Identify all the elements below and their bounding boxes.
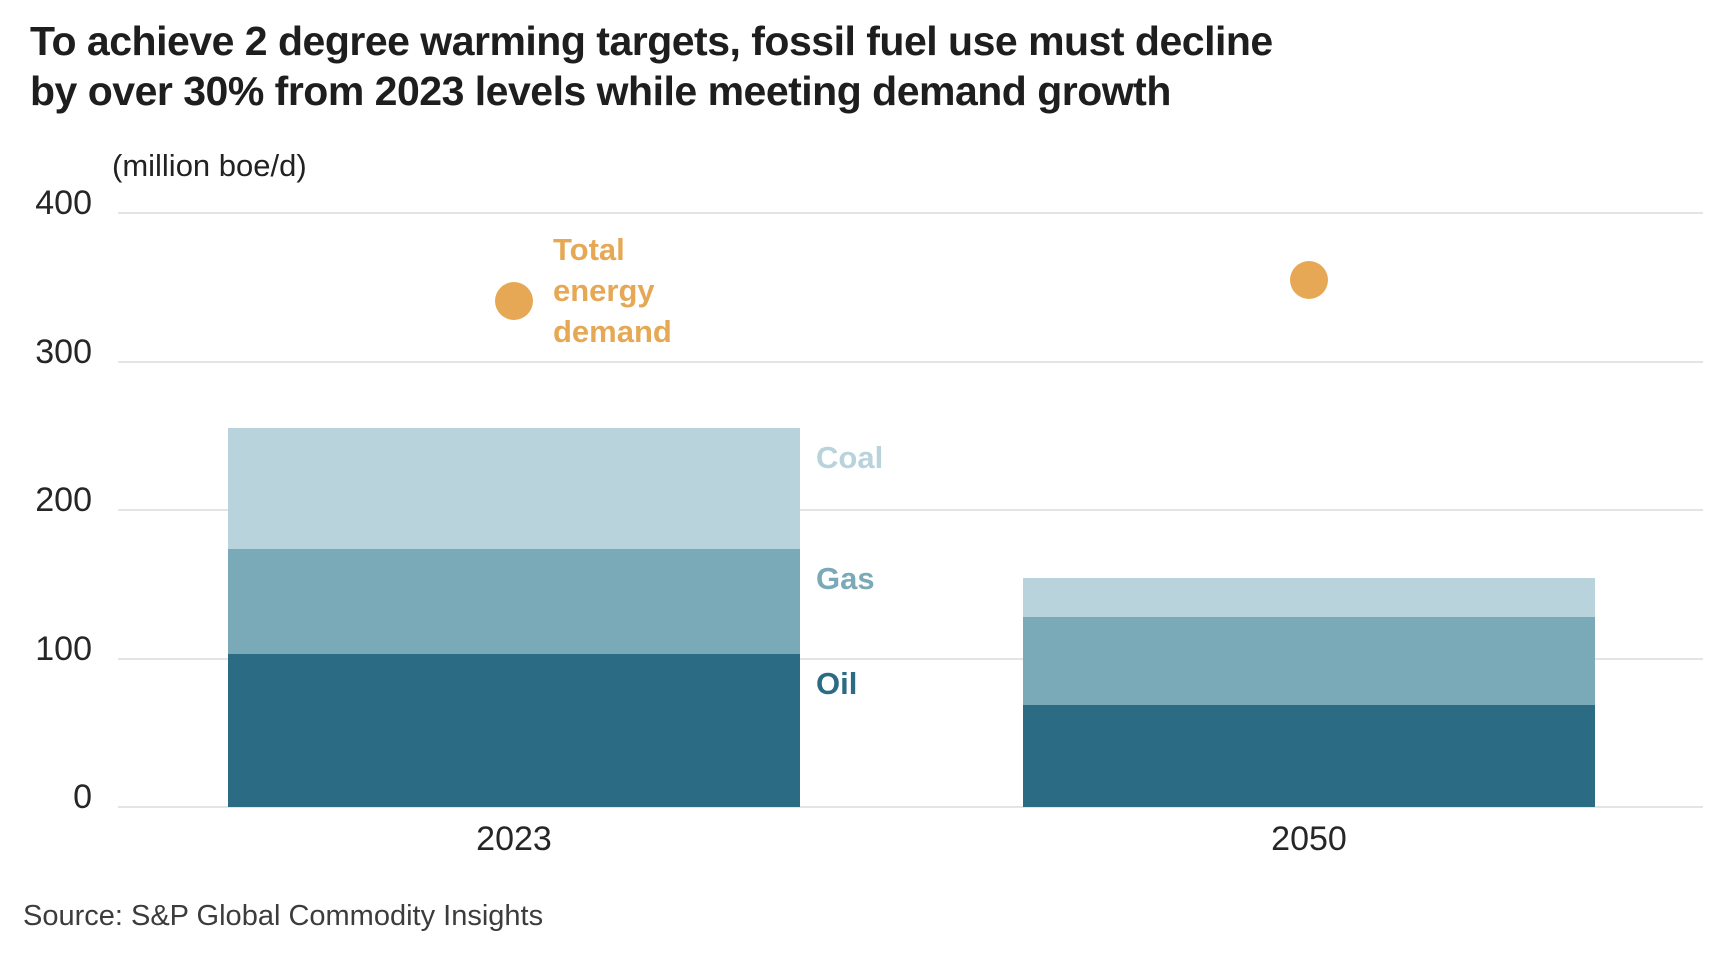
y-tick-label-200: 200 — [35, 481, 92, 519]
total-energy-demand-dot-2050 — [1290, 260, 1328, 299]
gridline-100 — [118, 657, 1703, 660]
bar-segment-2023-oil — [228, 654, 800, 807]
gridline-200 — [118, 509, 1703, 511]
total-energy-demand-label-line-3: demand — [553, 313, 672, 349]
y-tick-label-0: 0 — [73, 778, 92, 816]
gridline-400 — [118, 212, 1703, 214]
y-tick-label-300: 300 — [35, 332, 92, 371]
gridline-300 — [118, 360, 1703, 363]
chart-title-line-1: To achieve 2 degree warming targets, fos… — [30, 18, 1273, 64]
bar-segment-2050-oil — [1023, 704, 1595, 807]
source-note: Source: S&P Global Commodity Insights — [23, 900, 544, 932]
bar-segment-2050-gas — [1023, 616, 1595, 705]
series-label-coal: Coal — [816, 440, 884, 476]
x-axis-label-2023: 2023 — [476, 820, 552, 858]
total-energy-demand-label: Total energy demand — [553, 229, 672, 352]
y-axis-unit-label: (million boe/d) — [112, 148, 307, 183]
series-label-oil: Oil — [816, 666, 858, 702]
y-tick-label-400: 400 — [35, 184, 92, 222]
gridline-0 — [118, 806, 1703, 808]
chart-title-line-2: by over 30% from 2023 levels while meeti… — [30, 68, 1171, 114]
bar-segment-2023-gas — [228, 548, 800, 655]
total-energy-demand-label-line-2: energy — [553, 272, 655, 308]
chart-title: To achieve 2 degree warming targets, fos… — [30, 16, 1273, 116]
total-energy-demand-dot-2023 — [495, 281, 533, 320]
total-energy-demand-label-line-1: Total — [553, 231, 625, 267]
bar-segment-2050-coal — [1023, 578, 1595, 617]
bar-segment-2023-coal — [228, 428, 800, 549]
y-tick-label-100: 100 — [35, 629, 92, 668]
series-label-gas: Gas — [816, 560, 875, 596]
x-axis-label-2050: 2050 — [1271, 820, 1347, 858]
